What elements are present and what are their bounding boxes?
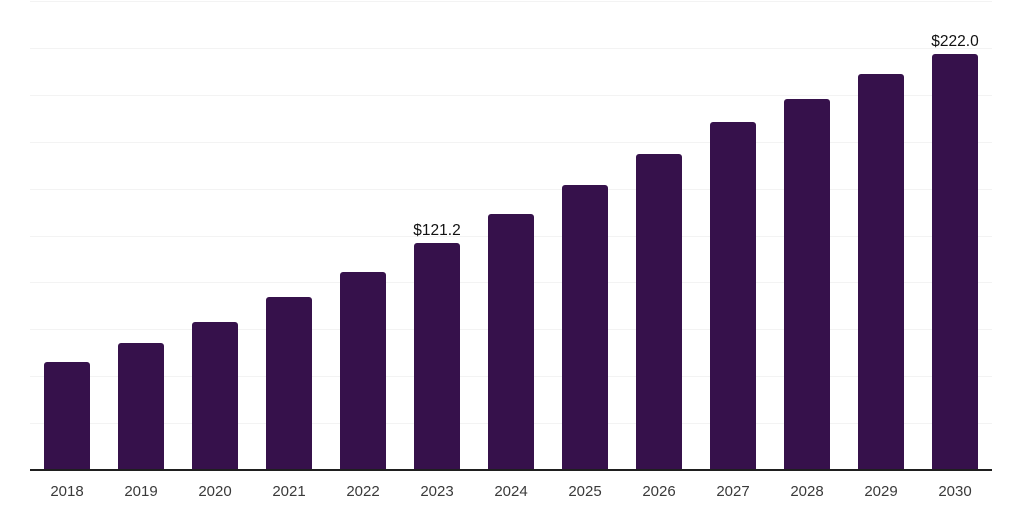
bar-2024 <box>488 213 534 470</box>
x-tick-2027: 2027 <box>716 483 750 500</box>
x-tick-2028: 2028 <box>790 483 824 500</box>
bar-2018 <box>44 362 90 470</box>
bar-2030 <box>932 53 978 470</box>
x-tick-2022: 2022 <box>346 483 380 500</box>
x-tick-2030: 2030 <box>938 483 972 500</box>
bar-2029 <box>858 74 904 470</box>
data-label-2023: $121.2 <box>413 221 461 239</box>
x-axis-line <box>30 469 992 471</box>
bar-2021 <box>266 297 312 470</box>
gridline-200 <box>30 94 992 96</box>
x-tick-2025: 2025 <box>568 483 602 500</box>
bar-2028 <box>784 98 830 470</box>
data-label-2030: $222.0 <box>931 32 979 50</box>
bar-2019 <box>118 342 164 470</box>
x-tick-2019: 2019 <box>124 483 158 500</box>
x-tick-2023: 2023 <box>420 483 454 500</box>
bar-2025 <box>562 185 608 470</box>
gridline-225 <box>30 47 992 49</box>
bar-2026 <box>636 154 682 470</box>
bar-2020 <box>192 321 238 470</box>
gridline-250 <box>30 1 992 2</box>
x-tick-2020: 2020 <box>198 483 232 500</box>
x-tick-2024: 2024 <box>494 483 528 500</box>
gridline-150 <box>30 188 992 190</box>
bar-2022 <box>340 271 386 470</box>
gridline-175 <box>30 141 992 143</box>
x-tick-2029: 2029 <box>864 483 898 500</box>
bar-2023 <box>414 242 460 470</box>
x-tick-2018: 2018 <box>50 483 84 500</box>
x-tick-2026: 2026 <box>642 483 676 500</box>
x-tick-2021: 2021 <box>272 483 306 500</box>
bar-2027 <box>710 122 756 470</box>
